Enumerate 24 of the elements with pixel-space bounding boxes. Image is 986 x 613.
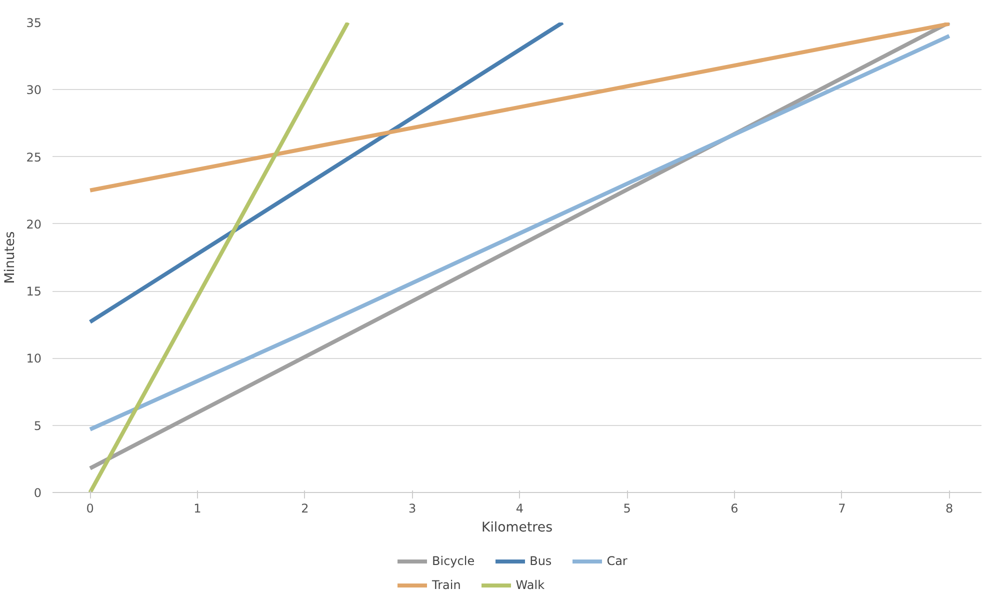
y-tick-label: 5	[34, 418, 42, 433]
x-tick-label: 5	[623, 502, 631, 516]
legend-label: Car	[606, 554, 628, 568]
x-tick-label: 0	[86, 502, 94, 516]
x-tick-label: 3	[408, 502, 416, 516]
y-tick-label: 15	[26, 284, 42, 299]
legend-label: Walk	[516, 578, 545, 592]
x-tick-label: 6	[730, 502, 738, 516]
y-tick-label: 0	[34, 486, 42, 500]
y-tick-label: 30	[26, 83, 42, 98]
y-tick-label: 35	[26, 16, 42, 30]
x-tick-label: 4	[516, 502, 524, 516]
y-tick-label: 25	[26, 150, 42, 164]
legend-label: Bus	[530, 554, 552, 568]
y-tick-label: 20	[26, 217, 42, 232]
x-tick-label: 2	[301, 502, 309, 516]
x-tick-label: 8	[945, 502, 954, 516]
x-tick-label: 7	[838, 502, 846, 516]
y-axis-title: Minutes	[3, 231, 18, 284]
y-tick-label: 10	[26, 352, 42, 366]
x-tick-label: 1	[194, 502, 202, 516]
legend-label: Bicycle	[432, 554, 475, 568]
x-axis-title: Kilometres	[481, 520, 553, 536]
legend-label: Train	[432, 578, 461, 592]
